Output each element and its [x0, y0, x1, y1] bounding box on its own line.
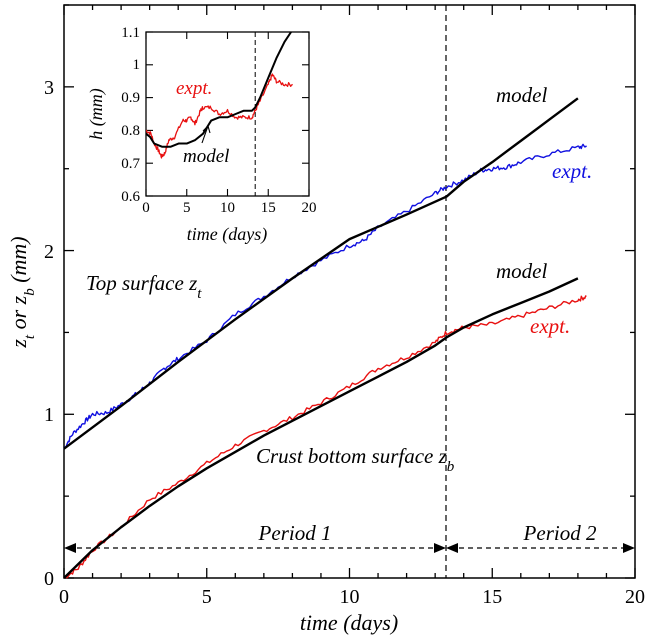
- inset-model-pointer-head: [202, 124, 211, 134]
- inset-y-tick-label-1.1: 1.1: [121, 25, 140, 41]
- x-tick-label-20: 20: [625, 586, 645, 608]
- inset-x-tick-label-15: 15: [261, 200, 276, 216]
- crust-bottom-label: Crust bottom surface zb: [256, 444, 455, 475]
- y-tick-label-0: 0: [44, 568, 54, 590]
- x-tick-label-10: 10: [340, 586, 360, 608]
- y-axis-title-unit: (mm): [6, 236, 31, 288]
- y-tick-label-2: 2: [44, 241, 54, 263]
- inset-x-tick-label-0: 0: [142, 200, 150, 216]
- y-tick-label-1: 1: [44, 404, 54, 426]
- series-line-top-model: [63, 97, 579, 450]
- top-surface-text: Top surface z: [86, 271, 197, 295]
- crust-bottom-text: Crust bottom surface z: [256, 444, 447, 468]
- model-top-label: model: [496, 83, 547, 107]
- crust-bottom-sub: b: [447, 459, 455, 475]
- inset-model-label: model: [183, 146, 229, 167]
- series-line-top-expt: [63, 143, 587, 450]
- x-tick-label-0: 0: [59, 586, 69, 608]
- top-surface-label: Top surface zt: [86, 271, 202, 302]
- period-2-label: Period 2: [523, 521, 597, 545]
- expt-bottom-label: expt.: [530, 314, 570, 338]
- inset-x-tick-label-10: 10: [220, 200, 235, 216]
- expt-top-label: expt.: [552, 159, 592, 183]
- main-axis-ticks: [63, 4, 636, 579]
- inset-y-tick-label-0.7: 0.7: [121, 156, 140, 172]
- inset-y-tick-label-0.8: 0.8: [121, 123, 140, 139]
- inset-x-tick-label-20: 20: [302, 200, 317, 216]
- inset-axis-ticks: [145, 31, 310, 197]
- y-axis-title-or: or z: [6, 295, 31, 335]
- period-2-arrowhead-right: [623, 543, 635, 553]
- y-axis-title-sub-b: b: [22, 288, 38, 296]
- y-axis-title-sub-t: t: [22, 334, 38, 339]
- inset-model-pointer-line: [201, 125, 209, 144]
- period-1-label: Period 1: [258, 521, 332, 545]
- inset-y-axis-title: h (mm): [86, 88, 107, 140]
- period-2-arrowhead-left: [446, 543, 458, 553]
- y-axis-title: zt or zb (mm): [6, 236, 38, 348]
- main-series-group: [63, 97, 587, 579]
- main-x-tick-labels: 0 5 10 15 20: [59, 586, 645, 608]
- inset-series-line-inset-model: [146, 32, 292, 148]
- top-surface-sub: t: [197, 286, 202, 302]
- main-y-tick-labels: 0 1 2 3: [44, 77, 54, 590]
- inset-series-line-inset-expt: [146, 73, 293, 159]
- inset-y-tick-labels: 0.6 0.7 0.8 0.9 1 1.1: [121, 25, 140, 205]
- period-arrows: [64, 543, 635, 553]
- inset-series-group: [146, 32, 293, 159]
- series-line-bottom-model: [63, 277, 579, 579]
- inset-x-axis-title: time (days): [187, 224, 267, 245]
- y-tick-label-3: 3: [44, 77, 54, 99]
- inset-y-tick-label-0.6: 0.6: [121, 189, 140, 205]
- inset-x-tick-label-5: 5: [183, 200, 191, 216]
- inset-x-tick-labels: 0 5 10 15 20: [142, 200, 316, 216]
- period-1-arrowhead-left: [64, 543, 76, 553]
- inset-plot-frame: [145, 31, 310, 197]
- inset-y-tick-label-1: 1: [133, 57, 141, 73]
- inset-model-pointer-arrow: [201, 124, 211, 144]
- period-1-arrowhead-right: [434, 543, 446, 553]
- model-bottom-label: model: [496, 259, 547, 283]
- y-axis-title-z: z: [6, 339, 31, 349]
- inset-y-tick-label-0.9: 0.9: [121, 90, 140, 106]
- x-tick-label-5: 5: [202, 586, 212, 608]
- series-line-bottom-expt: [63, 295, 587, 579]
- inset-expt-label: expt.: [176, 78, 212, 99]
- x-tick-label-15: 15: [482, 586, 502, 608]
- x-axis-title: time (days): [300, 610, 398, 635]
